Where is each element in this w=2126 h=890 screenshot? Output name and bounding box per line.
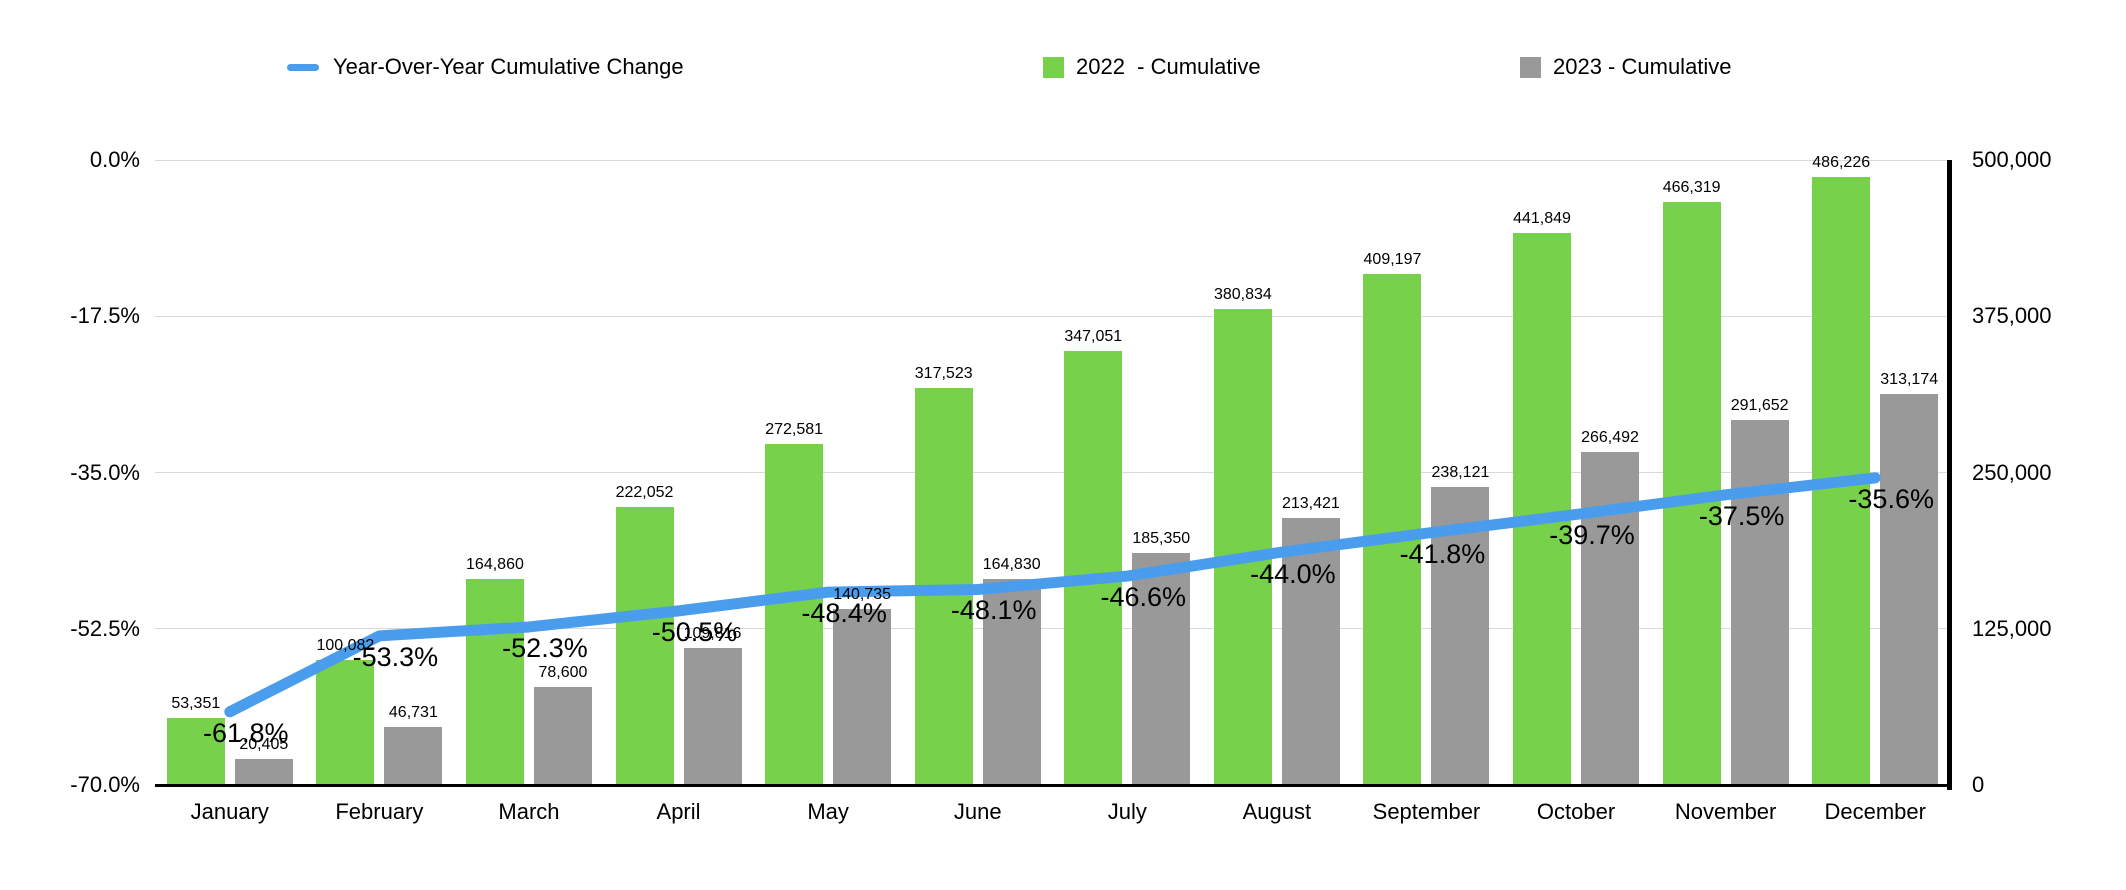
chart-legend: Year-Over-Year Cumulative Change 2022 - …: [0, 50, 2126, 84]
legend-label-yoy: Year-Over-Year Cumulative Change: [333, 54, 684, 79]
x-axis-month-label: December: [1824, 799, 1926, 824]
bar-value-label-2022: 441,849: [1513, 209, 1571, 227]
bar-value-label-2023: 185,350: [1132, 530, 1191, 548]
yoy-change-line: [224, 472, 1881, 718]
yoy-point-label: -35.6%: [1848, 483, 1934, 514]
bar-value-label-2023: 109,816: [683, 624, 742, 642]
x-axis-month-label: November: [1674, 799, 1777, 824]
left-axis-tick-label: -70.0%: [70, 772, 140, 797]
bar-2022: [166, 718, 225, 785]
bar-value-label-2023: 140,735: [833, 586, 892, 604]
bar-2023: [384, 726, 443, 785]
yoy-point-label: -61.8%: [203, 717, 289, 748]
right-axis-tick-label: 0: [1972, 772, 1985, 797]
bar-2023: [683, 647, 742, 785]
bar-value-label-2023: 313,174: [1880, 370, 1939, 388]
x-axis-month-label: June: [953, 799, 1002, 824]
bar-2022: [316, 659, 375, 785]
bar-2022: [465, 578, 524, 785]
grid-line: [155, 159, 1950, 161]
x-axis-month-label: March: [498, 799, 560, 824]
yoy-point-label: -41.8%: [1399, 539, 1486, 570]
yoy-point-label: -53.3%: [352, 641, 439, 672]
bar-2023: [1880, 393, 1939, 785]
legend-item-2023: 2023 - Cumulative: [1520, 50, 1732, 84]
swatch-2023-icon: [1520, 56, 1541, 78]
bar-value-label-2023: 266,492: [1581, 428, 1639, 446]
bar-value-label-2022: 272,581: [765, 421, 824, 439]
x-axis-month-label: July: [1107, 799, 1147, 824]
x-axis-month-label: April: [656, 799, 701, 824]
left-axis-tick-label: 0.0%: [89, 147, 140, 172]
bar-value-label-2023: 213,421: [1281, 495, 1340, 513]
x-axis-month-label: February: [335, 799, 424, 824]
yoy-point-label: -52.3%: [502, 632, 588, 663]
bar-value-label-2022: 317,523: [914, 365, 973, 383]
bar-value-label-2022: 486,226: [1812, 154, 1871, 172]
bar-value-label-2022: 466,319: [1662, 179, 1721, 197]
bar-value-label-2023: 291,652: [1730, 397, 1789, 415]
legend-item-2022: 2022 - Cumulative: [1043, 50, 1261, 84]
legend-item-yoy-line: Year-Over-Year Cumulative Change: [287, 50, 684, 84]
legend-label-2022: 2022 - Cumulative: [1076, 54, 1261, 79]
bar-value-label-2022: 347,051: [1064, 328, 1123, 346]
legend-label-2023: 2023 - Cumulative: [1553, 54, 1732, 79]
bar-2023: [1132, 553, 1191, 785]
bar-2022: [1213, 308, 1272, 785]
yoy-point-label: -48.1%: [950, 595, 1037, 626]
bar-2023: [1730, 420, 1789, 785]
left-axis-tick-label: -35.0%: [70, 459, 140, 485]
bar-value-label-2022: 164,860: [466, 555, 524, 573]
x-axis-month-label: October: [1536, 799, 1616, 824]
x-axis-month-label: January: [190, 799, 269, 824]
yoy-point-label: -44.0%: [1250, 558, 1336, 589]
bar-value-label-2023: 46,731: [388, 703, 438, 721]
grid-line: [155, 628, 1950, 630]
bar-value-label-2023: 78,600: [538, 663, 588, 681]
bar-2023: [1431, 487, 1490, 785]
bar-2023: [982, 578, 1041, 785]
right-axis-tick-label: 500,000: [1972, 147, 2052, 172]
bar-2022: [1064, 351, 1123, 785]
bar-value-label-2022: 53,351: [171, 695, 221, 713]
bar-value-label-2023: 238,121: [1431, 464, 1490, 482]
x-axis-month-label: August: [1242, 799, 1312, 824]
yoy-point-label: -50.5%: [651, 616, 738, 647]
yoy-point-label: -46.6%: [1100, 582, 1187, 613]
right-axis-tick-label: 250,000: [1972, 459, 2052, 485]
bar-value-label-2022: 100,082: [316, 636, 375, 654]
bar-2022: [615, 507, 674, 785]
left-axis-tick-label: -17.5%: [70, 303, 140, 329]
yoy-point-label: -48.4%: [801, 598, 887, 629]
yoy-point-label: -37.5%: [1698, 500, 1785, 531]
swatch-2022-icon: [1043, 56, 1064, 78]
bar-value-label-2022: 222,052: [615, 484, 674, 502]
right-axis-tick-label: 375,000: [1972, 303, 2052, 329]
bar-2023: [533, 686, 592, 785]
bar-2023: [1281, 518, 1340, 785]
grid-line: [155, 472, 1950, 473]
bar-value-label-2023: 164,830: [982, 555, 1041, 573]
bar-2023: [833, 609, 892, 785]
bar-value-label-2023: 20,405: [239, 736, 289, 754]
right-axis-tick-label: 125,000: [1972, 615, 2052, 641]
yoy-point-label: -39.7%: [1549, 520, 1635, 551]
bar-value-label-2022: 409,197: [1363, 250, 1422, 268]
bar-value-label-2022: 380,834: [1213, 285, 1272, 303]
left-axis-tick-label: -52.5%: [70, 615, 140, 641]
yoy-line-swatch-icon: [287, 63, 319, 71]
yoy-change-polyline: [224, 472, 1881, 718]
grid-line: [155, 315, 1950, 317]
right-axis-line: [1947, 160, 1952, 790]
bar-2023: [234, 759, 293, 785]
x-axis-month-label: September: [1372, 799, 1481, 824]
bar-2022: [1363, 273, 1422, 785]
x-axis-month-label: May: [807, 799, 849, 824]
bar-2022: [1513, 232, 1572, 785]
x-axis-line: [155, 784, 1950, 787]
bar-2022: [765, 444, 824, 785]
